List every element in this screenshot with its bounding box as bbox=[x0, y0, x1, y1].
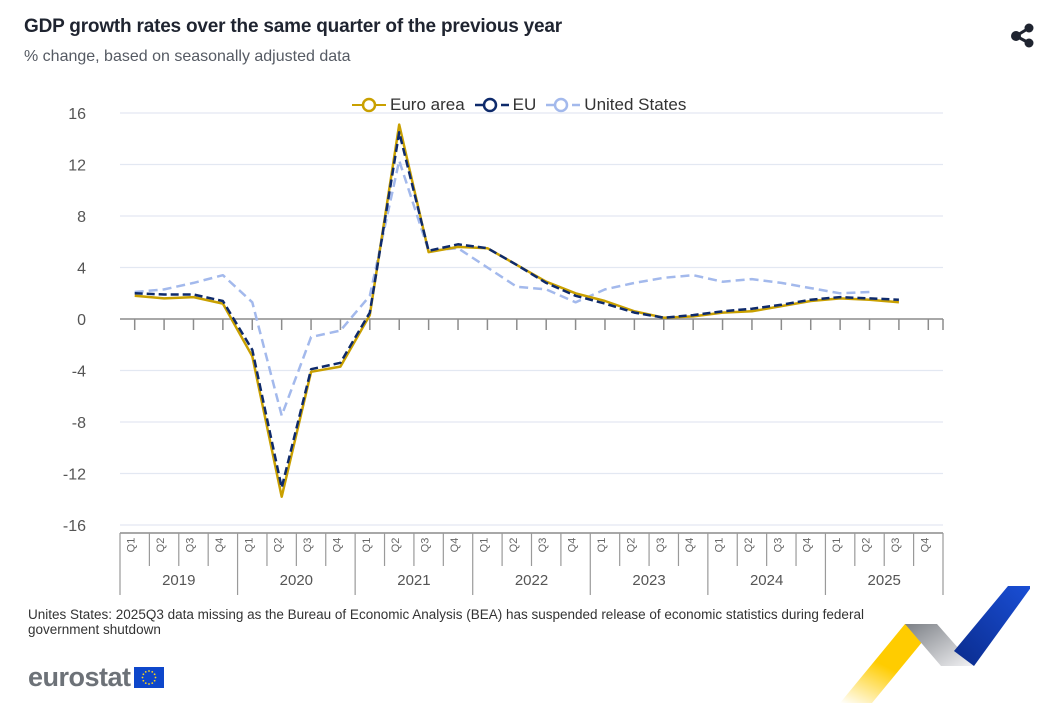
flag-star bbox=[147, 670, 150, 672]
y-tick-label: -4 bbox=[72, 364, 86, 381]
eurostat-logo[interactable]: eurostat bbox=[28, 662, 164, 693]
quarter-tick-label: Q3 bbox=[890, 538, 902, 553]
quarter-tick-label: Q1 bbox=[126, 538, 138, 553]
quarter-tick-label: Q4 bbox=[684, 538, 696, 553]
quarter-tick-label: Q2 bbox=[390, 538, 402, 553]
quarter-tick-label: Q3 bbox=[184, 538, 196, 553]
flag-star bbox=[147, 683, 150, 685]
footnote: Unites States: 2025Q3 data missing as th… bbox=[28, 607, 864, 637]
flag-star bbox=[150, 682, 153, 685]
y-tick-label: 12 bbox=[68, 158, 86, 175]
legend-marker-eu bbox=[474, 97, 509, 113]
quarter-tick-label: Q1 bbox=[361, 538, 373, 553]
quarter-tick-label: Q1 bbox=[596, 538, 608, 553]
y-tick-label: 0 bbox=[77, 312, 86, 329]
year-tick-label: 2025 bbox=[868, 572, 901, 589]
legend-label: Euro area bbox=[390, 95, 465, 114]
year-tick-label: 2019 bbox=[162, 572, 195, 589]
y-tick-label: 8 bbox=[77, 209, 86, 226]
flag-star bbox=[153, 679, 156, 682]
quarter-tick-label: Q2 bbox=[273, 538, 285, 553]
quarter-tick-label: Q4 bbox=[449, 538, 461, 553]
y-tick-label: -16 bbox=[63, 518, 86, 535]
y-tick-label: 16 bbox=[68, 106, 86, 123]
y-tick-label: 4 bbox=[77, 261, 86, 278]
quarter-tick-label: Q1 bbox=[478, 538, 490, 553]
flag-star bbox=[142, 679, 144, 682]
chart-legend: Euro area EU United States bbox=[352, 93, 686, 117]
y-tick-label: -12 bbox=[63, 467, 86, 484]
quarter-tick-label: Q1 bbox=[714, 538, 726, 553]
quarter-tick-label: Q3 bbox=[655, 538, 667, 553]
logo-text: eurostat bbox=[28, 662, 131, 692]
quarter-tick-label: Q1 bbox=[831, 538, 843, 553]
year-tick-label: 2024 bbox=[750, 572, 783, 589]
quarter-tick-label: Q3 bbox=[302, 538, 314, 553]
legend-item-euro-area[interactable]: Euro area bbox=[352, 95, 465, 115]
chart-subtitle: % change, based on seasonally adjusted d… bbox=[24, 48, 351, 65]
legend-item-united-states[interactable]: United States bbox=[546, 95, 686, 115]
legend-label: EU bbox=[512, 95, 537, 114]
line-chart: 16 12 8 4 0 -4 -8 -12 -16 Q1 Q2 Q3 Q4 Q1 Q2 Q3 Q4 Q1 Q2 Q3 Q… bbox=[63, 106, 944, 595]
legend-marker-euro-area bbox=[352, 97, 386, 113]
quarter-tick-label: Q4 bbox=[331, 538, 343, 553]
quarter-tick-label: Q4 bbox=[567, 538, 579, 553]
quarter-tick-label: Q2 bbox=[155, 538, 167, 553]
legend-marker-united-states bbox=[546, 97, 581, 113]
year-tick-label: 2021 bbox=[397, 572, 430, 589]
quarter-tick-label: Q1 bbox=[243, 538, 255, 553]
y-tick-label: -8 bbox=[72, 415, 86, 432]
quarter-tick-label: Q4 bbox=[802, 538, 814, 553]
quarter-tick-label: Q2 bbox=[508, 538, 520, 553]
flag-star bbox=[153, 673, 156, 676]
flag-star bbox=[141, 676, 143, 679]
year-tick-label: 2022 bbox=[515, 572, 548, 589]
legend-label: United States bbox=[584, 95, 687, 114]
legend-item-eu[interactable]: EU bbox=[474, 95, 537, 115]
decorative-graphic bbox=[840, 586, 1030, 703]
flag-star bbox=[144, 670, 147, 673]
quarter-tick-label: Q3 bbox=[537, 538, 549, 553]
quarter-tick-label: Q4 bbox=[214, 538, 226, 553]
quarter-tick-label: Q3 bbox=[420, 538, 432, 553]
eu-flag-icon bbox=[133, 667, 164, 688]
quarter-tick-label: Q2 bbox=[743, 538, 755, 553]
flag-star bbox=[142, 673, 144, 676]
year-tick-label: 2020 bbox=[280, 572, 313, 589]
quarter-tick-label: Q2 bbox=[861, 538, 873, 553]
series-line-eu bbox=[134, 131, 899, 489]
flag-star bbox=[154, 676, 156, 679]
quarter-tick-label: Q3 bbox=[772, 538, 784, 553]
flag-star bbox=[144, 682, 147, 685]
series-line-euro-area bbox=[134, 123, 900, 498]
series-line-united-states bbox=[134, 159, 870, 417]
year-tick-label: 2023 bbox=[632, 572, 665, 589]
quarter-tick-label: Q2 bbox=[625, 538, 637, 553]
chart-title: GDP growth rates over the same quarter o… bbox=[24, 16, 562, 37]
flag-star bbox=[150, 670, 153, 673]
share-icon[interactable] bbox=[1008, 22, 1038, 48]
quarter-tick-label: Q4 bbox=[919, 538, 931, 553]
